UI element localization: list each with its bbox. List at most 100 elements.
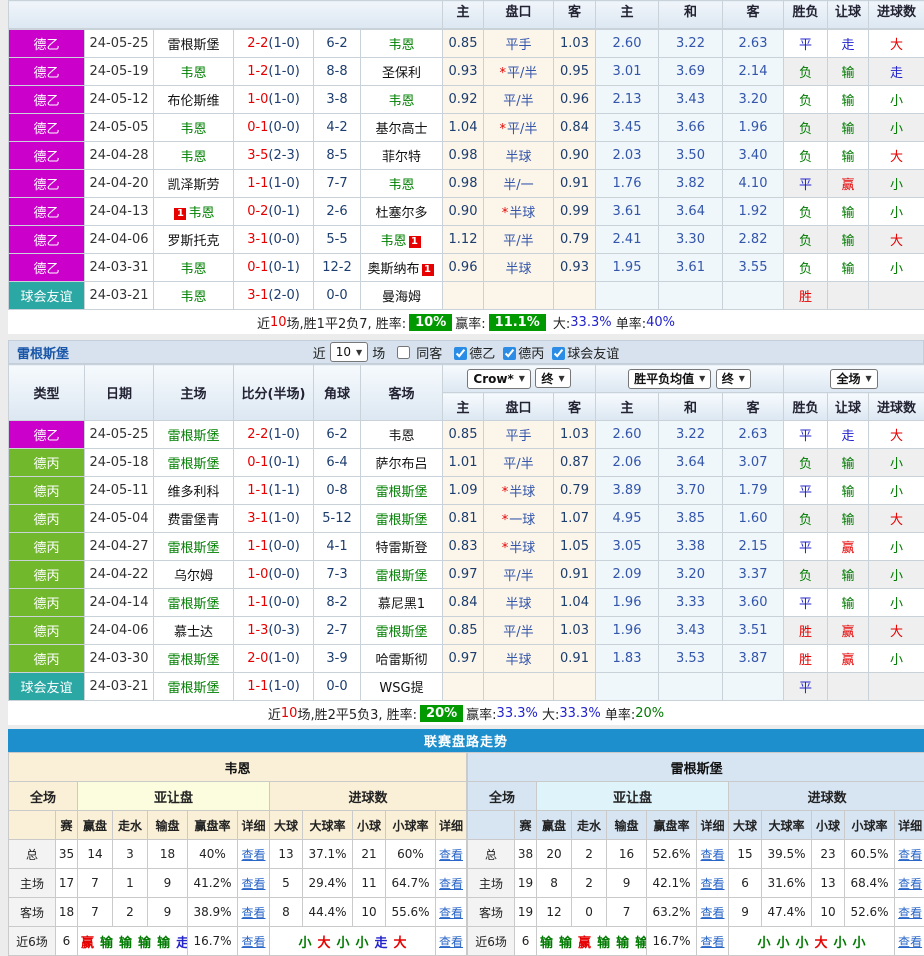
- euro-draw-odds: [659, 673, 723, 701]
- handicap-result-cell: 赢: [828, 533, 869, 561]
- handicap-line: 平/半: [507, 66, 537, 81]
- league-filter-checkbox-3[interactable]: [552, 347, 565, 360]
- col-header-赛: 赛: [56, 811, 78, 840]
- league-filter-label[interactable]: 球会友谊: [567, 347, 619, 362]
- handicap-line-cell: *平/半: [484, 114, 554, 142]
- europe-avg-select[interactable]: 胜平负均值▼: [628, 369, 711, 389]
- euro-away-odds: 3.87: [723, 645, 784, 673]
- date-cell: 24-05-04: [85, 505, 154, 533]
- fulltime-score: 1-1: [247, 679, 268, 694]
- score-cell: 1-1(1-0): [234, 170, 314, 198]
- col-header-赛: 赛: [515, 811, 537, 840]
- league-badge: 德乙: [9, 142, 85, 170]
- view-detail-link[interactable]: 查看: [898, 906, 922, 920]
- same-away-label[interactable]: 同客: [416, 343, 442, 362]
- handicap-away-odds: 0.91: [554, 170, 596, 198]
- handicap-away-odds: 1.04: [554, 589, 596, 617]
- same-away-checkbox[interactable]: [397, 346, 410, 359]
- match-count-select[interactable]: 10▼: [330, 342, 368, 362]
- stat-cell: 44.4%: [303, 898, 353, 927]
- view-detail-link[interactable]: 查看: [439, 906, 463, 920]
- view-detail-link[interactable]: 查看: [898, 848, 922, 862]
- league-filter-checkbox-1[interactable]: [454, 347, 467, 360]
- league-badge: 德乙: [9, 421, 85, 449]
- handicap-home-odds: 0.93: [443, 58, 484, 86]
- view-detail-link[interactable]: 查看: [439, 877, 463, 891]
- halftime-score: (0-3): [268, 623, 299, 638]
- handicap-line: 半球: [505, 653, 531, 668]
- halftime-score: (2-3): [268, 148, 299, 163]
- odds-provider-select[interactable]: Crow*▼: [467, 369, 531, 389]
- euro-away-odds: 3.07: [723, 449, 784, 477]
- fulltime-score: 3-1: [247, 288, 268, 303]
- handicap-result-cell: 走: [828, 30, 869, 58]
- result-cell: 平: [784, 533, 828, 561]
- view-detail-link[interactable]: 查看: [701, 877, 725, 891]
- score-cell: 3-5(2-3): [234, 142, 314, 170]
- handicap-result-cell: 赢: [828, 645, 869, 673]
- view-detail-link[interactable]: 查看: [701, 848, 725, 862]
- home-team-cell: 维多利科: [154, 477, 234, 505]
- sequence-item: 输: [540, 936, 553, 951]
- fulltime-score: 3-5: [247, 148, 268, 163]
- col-header-label: 主: [443, 1, 483, 20]
- clipped-col-header: 主: [443, 1, 484, 29]
- handicap-away-odds: [554, 282, 596, 310]
- col-header-进球数: 进球数: [869, 393, 924, 421]
- view-detail-link[interactable]: 查看: [439, 848, 463, 862]
- sequence-item: 赢: [578, 936, 591, 951]
- stat-cell: 35: [56, 840, 78, 869]
- euro-away-odds: 1.96: [723, 114, 784, 142]
- view-detail-link[interactable]: 查看: [241, 877, 265, 891]
- result-cell: 负: [784, 142, 828, 170]
- europe-time-select[interactable]: 终▼: [716, 369, 751, 389]
- col-header-详细: 详细: [895, 811, 924, 840]
- group-header-row: 全场亚让盘进球数: [9, 782, 467, 811]
- summary-text: 大:: [538, 704, 560, 723]
- league-filter-label[interactable]: 德丙: [518, 347, 544, 362]
- view-detail-cell: 查看: [238, 840, 270, 869]
- handicap-home-odds: 0.90: [443, 198, 484, 226]
- league-filter-label[interactable]: 德乙: [469, 347, 495, 362]
- date-cell: 24-03-30: [85, 645, 154, 673]
- odds-time-select[interactable]: 终▼: [535, 368, 570, 388]
- score-cell: 1-1(0-0): [234, 589, 314, 617]
- team-name: 菲尔特: [382, 150, 421, 165]
- view-detail-link[interactable]: 查看: [898, 877, 922, 891]
- score-cell: 1-3(0-3): [234, 617, 314, 645]
- scope-select[interactable]: 全场▼: [830, 369, 877, 389]
- view-detail-cell: 查看: [436, 869, 467, 898]
- league-filter-checkbox-2[interactable]: [503, 347, 516, 360]
- handicap-away-odds: 0.93: [554, 254, 596, 282]
- handicap-home-odds: 1.04: [443, 114, 484, 142]
- halftime-score: (1-0): [268, 427, 299, 442]
- date-cell: 24-04-28: [85, 142, 154, 170]
- view-detail-link[interactable]: 查看: [241, 848, 265, 862]
- fulltime-score: 1-3: [247, 623, 268, 638]
- view-detail-link[interactable]: 查看: [701, 906, 725, 920]
- clipped-col-header: 和: [659, 1, 723, 29]
- scope-select-cell: 全场▼: [784, 365, 924, 393]
- team-name: 韦恩: [388, 178, 414, 193]
- row-label: 总: [9, 840, 56, 869]
- group-goals: 进球数: [729, 782, 924, 811]
- team-name: 布伦斯维: [167, 94, 219, 109]
- stat-cell: 14: [78, 840, 113, 869]
- summary-text: 33.3%: [559, 706, 600, 721]
- handicap-line: 平手: [505, 429, 531, 444]
- handicap-line: 半球: [509, 541, 535, 556]
- team-name: 韦恩: [9, 753, 467, 782]
- date-cell: 24-04-22: [85, 561, 154, 589]
- view-detail-link[interactable]: 查看: [241, 906, 265, 920]
- home-team-cell: 雷根斯堡: [154, 589, 234, 617]
- col-header-让球: 让球: [828, 393, 869, 421]
- handicap-line-cell: *平/半: [484, 58, 554, 86]
- handicap-line-cell: 平/半: [484, 449, 554, 477]
- euro-away-odds: 1.92: [723, 198, 784, 226]
